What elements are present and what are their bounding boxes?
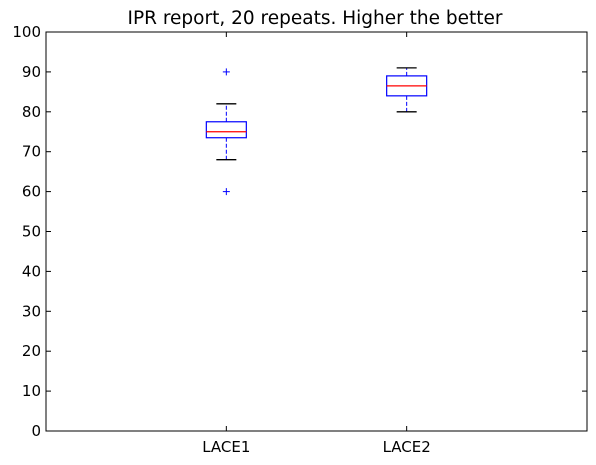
x-tick-label: LACE2 — [383, 438, 431, 456]
chart-title: IPR report, 20 repeats. Higher the bette… — [128, 8, 503, 29]
plot-area: 0 10 20 30 40 50 60 70 80 90 100 LACE1 LACE2 — [12, 23, 588, 456]
x-tick-label: LACE1 — [202, 438, 250, 456]
y-tick-label: 70 — [22, 143, 41, 161]
y-tick-label: 40 — [22, 262, 41, 280]
y-tick-label: 90 — [22, 63, 41, 81]
y-tick-label: 30 — [22, 302, 41, 320]
box-lace1 — [205, 121, 247, 139]
y-tick-label: 60 — [22, 183, 41, 201]
y-tick-label: 50 — [22, 223, 41, 241]
axes-frame — [45, 31, 588, 432]
y-tick-label: 10 — [22, 382, 41, 400]
y-tick-label: 0 — [31, 422, 41, 440]
y-tick-label: 80 — [22, 103, 41, 121]
y-tick-label: 20 — [22, 342, 41, 360]
y-tick-label: 100 — [12, 23, 41, 41]
